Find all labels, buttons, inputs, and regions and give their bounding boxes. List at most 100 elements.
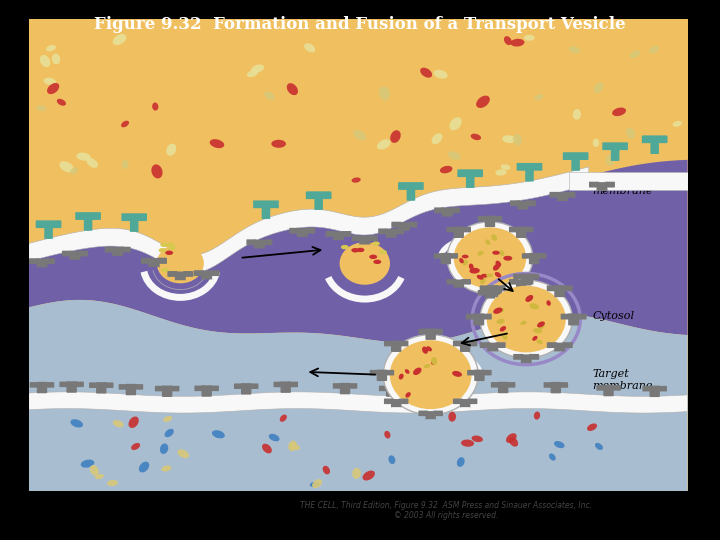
Ellipse shape [486,273,493,277]
Ellipse shape [128,416,139,428]
Circle shape [454,227,526,288]
FancyBboxPatch shape [407,222,418,227]
FancyBboxPatch shape [148,258,159,268]
FancyBboxPatch shape [572,158,580,171]
Ellipse shape [113,420,124,427]
Ellipse shape [481,274,488,278]
FancyBboxPatch shape [642,386,652,391]
Ellipse shape [534,94,544,100]
Ellipse shape [461,440,474,447]
FancyBboxPatch shape [234,383,243,389]
Ellipse shape [95,474,104,479]
FancyBboxPatch shape [254,239,265,249]
FancyBboxPatch shape [262,239,272,245]
FancyBboxPatch shape [241,383,251,395]
Ellipse shape [354,130,366,140]
Ellipse shape [546,300,551,306]
Ellipse shape [477,275,484,280]
FancyBboxPatch shape [522,253,531,259]
FancyBboxPatch shape [394,386,403,391]
Ellipse shape [47,83,59,94]
FancyBboxPatch shape [546,285,557,291]
FancyBboxPatch shape [650,141,659,154]
Ellipse shape [452,371,462,377]
FancyBboxPatch shape [399,341,408,346]
FancyBboxPatch shape [297,227,307,238]
FancyBboxPatch shape [454,227,464,238]
FancyBboxPatch shape [510,200,520,206]
FancyBboxPatch shape [563,152,588,160]
Ellipse shape [554,441,564,448]
FancyBboxPatch shape [657,386,667,391]
Ellipse shape [59,161,73,172]
Ellipse shape [43,78,56,85]
FancyBboxPatch shape [526,200,536,206]
FancyBboxPatch shape [516,227,526,238]
FancyBboxPatch shape [391,398,402,408]
FancyBboxPatch shape [341,231,351,237]
FancyBboxPatch shape [69,250,81,261]
FancyBboxPatch shape [487,342,498,352]
Ellipse shape [495,272,501,278]
FancyBboxPatch shape [546,342,557,348]
FancyBboxPatch shape [120,247,131,253]
FancyBboxPatch shape [482,370,492,375]
Circle shape [383,335,478,415]
FancyBboxPatch shape [485,289,495,299]
Ellipse shape [399,374,404,380]
FancyBboxPatch shape [509,227,518,232]
FancyBboxPatch shape [487,285,498,297]
FancyBboxPatch shape [246,239,256,245]
Ellipse shape [413,368,422,375]
Ellipse shape [165,251,173,255]
FancyBboxPatch shape [399,221,410,232]
Ellipse shape [405,392,411,397]
Text: Cytosol: Cytosol [592,311,634,321]
FancyBboxPatch shape [466,314,476,320]
Ellipse shape [606,154,615,166]
Ellipse shape [71,419,83,428]
Ellipse shape [502,333,508,340]
Ellipse shape [493,307,503,314]
FancyBboxPatch shape [84,218,92,231]
FancyBboxPatch shape [433,410,443,416]
FancyBboxPatch shape [369,370,379,375]
FancyBboxPatch shape [157,258,167,264]
Ellipse shape [433,70,448,79]
FancyBboxPatch shape [384,399,394,404]
Ellipse shape [352,468,361,479]
FancyBboxPatch shape [210,386,219,391]
FancyBboxPatch shape [482,314,492,320]
Ellipse shape [210,139,224,148]
Ellipse shape [424,364,431,368]
FancyBboxPatch shape [333,231,344,241]
Ellipse shape [288,441,297,451]
FancyBboxPatch shape [274,382,283,387]
Ellipse shape [280,415,287,422]
Ellipse shape [161,268,169,272]
Ellipse shape [440,166,452,173]
FancyBboxPatch shape [454,279,464,288]
Circle shape [340,242,390,285]
Ellipse shape [496,319,505,324]
Ellipse shape [506,433,517,443]
FancyBboxPatch shape [194,386,204,391]
Ellipse shape [593,139,599,147]
Ellipse shape [529,303,539,309]
FancyBboxPatch shape [281,381,291,393]
FancyBboxPatch shape [480,342,490,348]
FancyBboxPatch shape [45,258,55,264]
FancyBboxPatch shape [513,354,523,360]
FancyBboxPatch shape [367,235,378,241]
FancyBboxPatch shape [175,271,186,281]
FancyBboxPatch shape [513,274,523,280]
Ellipse shape [163,416,172,422]
FancyBboxPatch shape [386,228,397,239]
FancyBboxPatch shape [59,382,69,387]
Ellipse shape [509,437,518,447]
Ellipse shape [449,117,462,130]
FancyBboxPatch shape [37,258,48,268]
Ellipse shape [533,328,542,333]
FancyBboxPatch shape [434,207,444,213]
FancyBboxPatch shape [468,399,477,404]
